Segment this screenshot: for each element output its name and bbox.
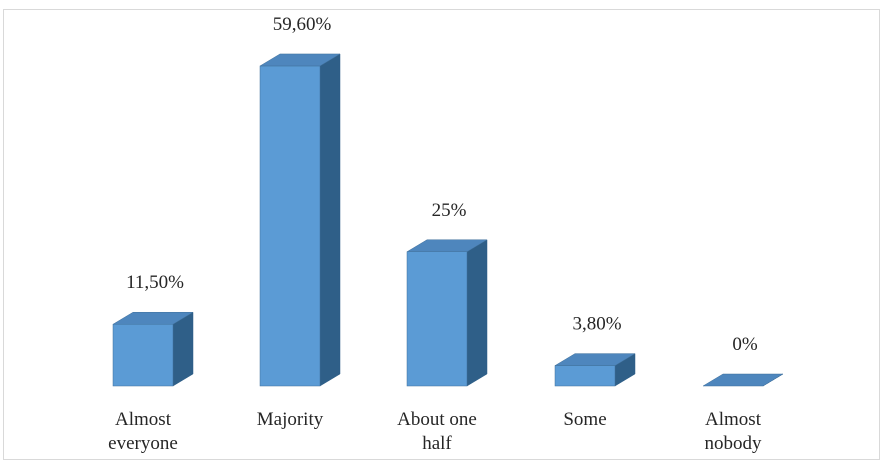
bar <box>702 373 784 387</box>
category-label: nobody <box>705 433 763 454</box>
chart-frame <box>3 9 880 460</box>
data-label: 59,60% <box>273 14 332 35</box>
category-labels-layer: Almost everyone Majority About one half Some A… <box>108 409 762 454</box>
category-label: Almost <box>705 409 762 430</box>
data-labels-layer: 11,50% 59,60% 25% 3,80% 0% <box>126 14 758 355</box>
bar-top-face <box>112 311 194 325</box>
category-label: About one <box>397 409 477 430</box>
bar-side-face <box>172 311 194 387</box>
bar <box>112 311 194 387</box>
category-label: Some <box>563 409 606 430</box>
bar <box>259 53 341 387</box>
category-label: half <box>422 433 452 454</box>
bars-layer <box>112 53 784 387</box>
bar-top-face <box>702 373 784 387</box>
bar <box>406 239 488 387</box>
bar <box>554 353 636 387</box>
data-label: 25% <box>432 200 467 221</box>
bar-top-face <box>406 239 488 252</box>
bar-front-face <box>554 365 616 387</box>
category-label: everyone <box>108 433 178 454</box>
data-label: 3,80% <box>572 314 621 335</box>
bar-top-face <box>554 353 636 366</box>
data-label: 0% <box>732 334 758 355</box>
bar-front-face <box>259 65 321 387</box>
data-label: 11,50% <box>126 272 184 293</box>
bar-front-face <box>406 251 468 387</box>
category-label: Majority <box>257 409 324 430</box>
bar-top-face <box>259 53 341 67</box>
category-label: Almost <box>115 409 172 430</box>
bar-side-face <box>466 239 488 387</box>
bar-front-face <box>112 323 174 387</box>
bar-side-face <box>319 53 341 387</box>
